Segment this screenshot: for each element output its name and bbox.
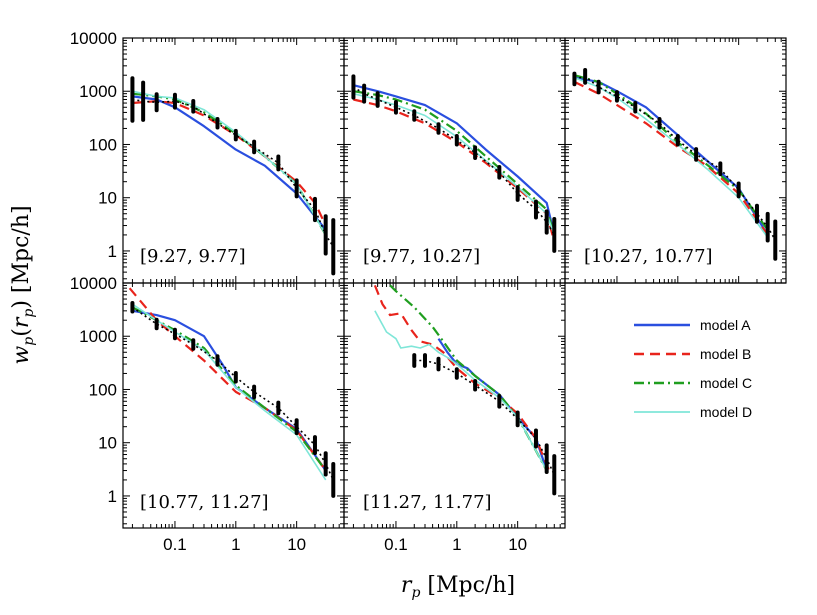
x-tick-label: 1	[231, 535, 240, 554]
y-axis-title-units: ) [Mpc/h]	[9, 205, 34, 308]
data-line	[574, 75, 776, 241]
data-line	[131, 306, 335, 481]
panel-plot-area	[130, 76, 336, 276]
series-model-c	[574, 74, 769, 231]
x-axis-title-units: [Mpc/h]	[420, 573, 515, 598]
series-model-d	[353, 92, 556, 236]
y-axis-title-args: (	[9, 328, 34, 337]
legend: model A model B model C model D	[565, 282, 786, 420]
x-tick-label: 10	[287, 535, 306, 554]
data-line	[132, 98, 334, 248]
panel-label: [10.77, 11.27]	[140, 492, 269, 513]
panel-label: [11.27, 11.77]	[363, 492, 492, 513]
series-model-b	[132, 100, 327, 226]
panel-2: [9.77, 10.27]	[343, 37, 566, 284]
data-line	[352, 86, 555, 236]
series-model-c	[353, 90, 556, 236]
series-model-b	[573, 80, 769, 236]
panel-4: 1 10 100 1000 10000 0.1 1 10 [10.77, 11.27]	[70, 274, 345, 554]
series-model-c	[132, 92, 327, 236]
panels-layer: 1 10 100 1000 10000 [9.27, 9.77] [9.77, 10.27]…	[70, 29, 787, 554]
series-model-a	[437, 338, 548, 471]
panel-plot-area	[373, 284, 557, 496]
y-axis-title-sub: p	[21, 337, 37, 346]
panel-label: [9.77, 10.27]	[363, 246, 480, 267]
data-line	[414, 359, 556, 476]
x-axis-title-var: r	[401, 573, 413, 598]
y-tick-label: 10000	[70, 29, 117, 48]
series-model-d	[374, 310, 548, 471]
panel-5: 0.1 1 10 [11.27, 11.77]	[343, 282, 566, 554]
x-axis-title: rp [Mpc/h]	[401, 573, 515, 601]
series-model-a	[353, 84, 556, 236]
legend-label-model-c: model C	[700, 375, 752, 391]
series-model-a	[574, 76, 769, 236]
y-tick-label: 1000	[79, 327, 117, 346]
y-axis-title: wp(rp) [Mpc/h]	[9, 205, 37, 364]
series-model-c	[131, 306, 327, 472]
series-model-d	[131, 303, 327, 481]
series-model-a	[132, 95, 327, 231]
x-axis-title-sub: p	[411, 585, 420, 601]
legend-label-model-d: model D	[700, 404, 752, 420]
y-tick-label: 10000	[70, 274, 117, 293]
panel-plot-area	[128, 287, 336, 498]
series-model-d	[132, 90, 327, 236]
panel-plot-area	[351, 74, 557, 253]
y-tick-label: 1	[108, 487, 117, 506]
y-tick-label: 1000	[79, 82, 117, 101]
panel-label: [10.27, 10.77]	[584, 246, 713, 267]
series-model-a	[132, 309, 327, 472]
y-tick-label: 100	[89, 380, 117, 399]
y-axis-title-arg-var: r	[9, 316, 34, 328]
x-tick-label: 10	[508, 535, 527, 554]
y-axis-title-arg-sub: p	[21, 309, 37, 318]
legend-label-model-a: model A	[700, 317, 751, 333]
y-tick-label: 10	[98, 189, 117, 208]
x-tick-label: 1	[452, 535, 461, 554]
panel-label: [9.27, 9.77]	[140, 246, 246, 267]
y-tick-label: 100	[89, 135, 117, 154]
series-model-c	[389, 284, 548, 472]
panel-3: [10.27, 10.77]	[564, 37, 787, 284]
panel-plot-area	[572, 68, 778, 261]
series-model-d	[574, 76, 769, 238]
x-tick-label: 0.1	[163, 535, 187, 554]
panel-1: 1 10 100 1000 10000 [9.27, 9.77]	[70, 29, 345, 284]
y-tick-label: 1	[108, 242, 117, 261]
y-tick-label: 10	[98, 434, 117, 453]
y-axis-title-var: w	[9, 346, 34, 365]
x-tick-label: 0.1	[384, 535, 408, 554]
series-model-b	[373, 284, 552, 476]
legend-label-model-b: model B	[700, 346, 751, 362]
